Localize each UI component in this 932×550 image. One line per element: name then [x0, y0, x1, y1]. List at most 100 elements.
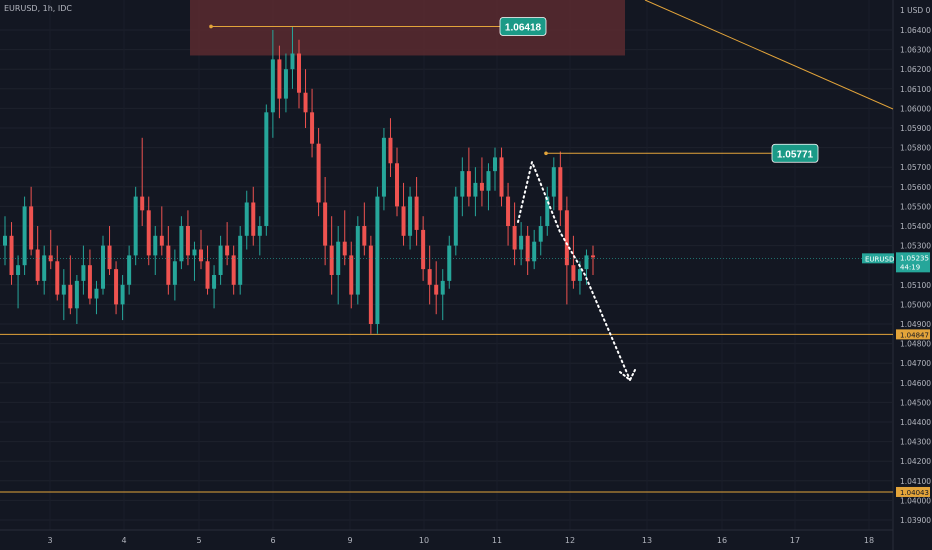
candle-body	[127, 255, 132, 285]
candle-body	[532, 241, 537, 262]
candle-body	[349, 255, 354, 295]
candle-body	[257, 226, 262, 236]
candle-body	[388, 137, 393, 164]
candle-body	[251, 202, 256, 236]
symbol-tag	[862, 253, 894, 264]
candle-body	[140, 196, 145, 211]
candle-body	[166, 245, 171, 285]
callout-anchor	[209, 24, 213, 29]
projection-arrowhead	[619, 367, 637, 382]
price-tick-label: 1.05800	[900, 144, 931, 153]
candle-body	[466, 171, 471, 197]
level-price-tag	[896, 329, 930, 340]
time-tick-label: 3	[47, 536, 52, 545]
candle-body	[362, 226, 367, 246]
candle-body	[74, 280, 79, 309]
level-price-tag-text: 1.04847	[900, 331, 929, 339]
candle-body	[87, 265, 92, 299]
time-tick-label: 18	[864, 536, 874, 545]
callout-text: 1.06418	[505, 22, 542, 33]
candle-body	[499, 157, 504, 197]
candle-body	[421, 229, 426, 270]
price-axis[interactable]: 1.06400 1.06300 1.06200 1.06100 1.06000 1.059…	[896, 6, 931, 525]
price-tick-label: 1.05100	[900, 281, 931, 290]
candle-body	[473, 182, 478, 197]
price-tick-label: 1.06200	[900, 65, 931, 74]
candle-body	[447, 245, 452, 281]
candle-body	[577, 269, 582, 281]
candle-body	[107, 245, 112, 270]
price-tick-label: 1.05600	[900, 183, 931, 192]
candle-body	[61, 284, 66, 295]
price-tick-label: 1.04400	[900, 418, 931, 427]
candle-body	[290, 53, 295, 70]
price-tick-label: 1.06000	[900, 104, 931, 113]
candle-body	[486, 171, 491, 191]
candle-body	[336, 241, 341, 275]
candle-body	[310, 112, 315, 144]
price-tag	[896, 252, 930, 273]
candle-body	[179, 226, 184, 262]
candle-body	[218, 245, 223, 275]
candle-body	[303, 92, 308, 113]
candle-body	[42, 255, 47, 281]
candle-body	[231, 255, 236, 285]
candle-body	[159, 235, 164, 246]
candle-body	[120, 284, 125, 305]
candle-body	[558, 167, 563, 211]
price-tick-label: 1.05300	[900, 242, 931, 251]
candle-body	[114, 269, 119, 305]
time-tick-label: 10	[419, 536, 429, 545]
price-unit-label: 1 USD 0	[900, 6, 931, 15]
candle-body	[199, 249, 203, 262]
candle-body	[68, 284, 73, 309]
symbol-tag-text: EURUSD	[865, 255, 894, 263]
candle-body	[264, 112, 269, 226]
candle-body	[408, 196, 413, 236]
candle-body	[512, 226, 517, 250]
candle-body	[551, 167, 556, 197]
price-tick-label: 1.04800	[900, 340, 931, 349]
candle-body	[519, 235, 524, 250]
price-tick-label: 1.04500	[900, 398, 931, 407]
callout-anchor	[544, 151, 548, 156]
time-tick-label: 6	[270, 536, 275, 545]
candle-body	[270, 59, 275, 113]
price-tick-label: 1.05500	[900, 202, 931, 211]
candle-body	[172, 261, 177, 285]
candle-body	[133, 196, 138, 256]
candle-body	[238, 235, 243, 285]
candle-body	[101, 245, 105, 289]
price-tag-value: 1.05235	[900, 254, 929, 262]
price-callouts: 1.06418 1.05771	[209, 17, 819, 163]
price-tick-label: 1.06100	[900, 85, 931, 94]
projection-path[interactable]	[517, 158, 631, 381]
level-price-tag	[896, 486, 930, 497]
candle-body	[94, 288, 99, 299]
candle-body	[506, 196, 511, 226]
candle-body	[283, 69, 288, 99]
candle-body	[55, 261, 60, 295]
candle-body	[22, 206, 27, 266]
descending-trendline[interactable]	[644, 0, 894, 110]
candle-body	[192, 249, 197, 256]
price-tick-label: 1.05700	[900, 163, 931, 172]
candle-body	[35, 249, 40, 281]
symbol-header: EURUSD, 1h, IDC	[4, 4, 72, 13]
candle-body	[29, 206, 34, 250]
time-tick-label: 13	[642, 536, 652, 545]
candle-body	[355, 226, 360, 295]
callout-text: 1.05771	[777, 149, 814, 160]
price-tick-label: 1.05900	[900, 124, 931, 133]
price-tick-label: 1.06400	[900, 26, 931, 35]
price-tick-label: 1.04700	[900, 359, 931, 368]
price-tick-label: 1.03900	[900, 516, 931, 525]
candle-body	[571, 265, 576, 281]
candle-body	[381, 137, 386, 197]
time-tick-label: 17	[790, 536, 800, 545]
candle-body	[460, 171, 465, 197]
price-tag-countdown: 44:19	[900, 263, 920, 271]
price-tick-label: 1.05000	[900, 300, 931, 309]
